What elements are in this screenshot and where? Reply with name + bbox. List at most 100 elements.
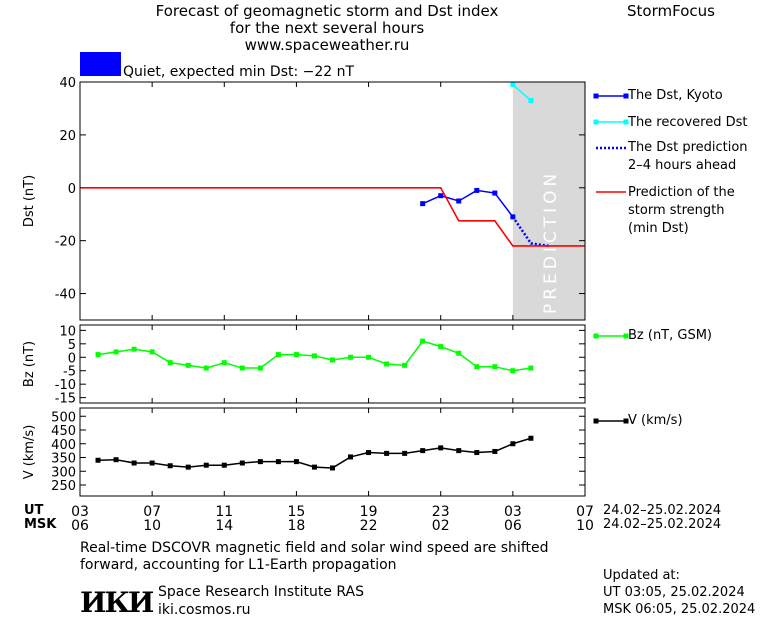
data-point bbox=[149, 460, 155, 466]
legend-symbol-v-marker bbox=[623, 418, 629, 424]
y-tick-label: -10 bbox=[55, 378, 76, 393]
legend-label-v: V (km/s) bbox=[628, 413, 683, 428]
plot-frame bbox=[79, 407, 586, 497]
data-point bbox=[528, 98, 534, 104]
legend-symbol-dst-recovered-marker bbox=[623, 119, 629, 125]
data-point bbox=[167, 463, 173, 469]
data-point bbox=[528, 365, 534, 371]
data-point bbox=[330, 357, 335, 363]
status-color-box bbox=[80, 52, 121, 76]
ut-tick-label: 19 bbox=[360, 504, 378, 520]
data-point bbox=[95, 352, 101, 358]
y-tick-label: 20 bbox=[59, 129, 76, 144]
data-point bbox=[510, 441, 516, 447]
chart-title-line1: Forecast of geomagnetic storm and Dst in… bbox=[155, 2, 499, 20]
series-line bbox=[512, 84, 532, 102]
legend-label-storm-2: storm strength bbox=[628, 203, 725, 218]
data-point bbox=[420, 448, 426, 454]
msk-date-range: 24.02–25.02.2024 bbox=[603, 517, 722, 532]
legend-label-bz: Bz (nT, GSM) bbox=[628, 328, 713, 343]
prediction-band-label: PREDICTION bbox=[541, 170, 561, 314]
iki-logo: ИКИ bbox=[80, 586, 154, 619]
data-point bbox=[131, 460, 137, 466]
data-point bbox=[330, 465, 335, 471]
msk-tick-label: 02 bbox=[432, 518, 450, 534]
data-point bbox=[275, 459, 281, 465]
data-point bbox=[510, 368, 516, 374]
legend-label-dst-prediction-2: 2–4 hours ahead bbox=[628, 158, 737, 173]
data-point bbox=[348, 354, 354, 360]
series-line bbox=[511, 216, 550, 248]
y-tick-label: 350 bbox=[51, 452, 76, 467]
data-point bbox=[113, 457, 119, 463]
data-point bbox=[420, 338, 426, 344]
y-tick-label: -40 bbox=[55, 288, 76, 303]
data-point bbox=[149, 349, 155, 355]
data-point bbox=[366, 450, 372, 456]
data-point bbox=[275, 352, 281, 358]
legend-symbol-bz-marker bbox=[593, 333, 599, 339]
data-point bbox=[456, 448, 462, 454]
y-tick-label: 0 bbox=[68, 351, 76, 366]
footer-note-line1: Real-time DSCOVR magnetic field and sola… bbox=[80, 540, 549, 556]
ut-tick-label: 03 bbox=[504, 504, 522, 520]
legend-symbol-dst-recovered-marker bbox=[593, 119, 599, 125]
data-point bbox=[239, 365, 245, 371]
data-point bbox=[438, 445, 444, 451]
legend-symbol-bz-marker bbox=[623, 333, 629, 339]
data-point bbox=[528, 435, 534, 441]
ut-date-range: 24.02–25.02.2024 bbox=[603, 503, 722, 518]
y-tick-label: -15 bbox=[55, 392, 76, 407]
msk-tick-label: 14 bbox=[215, 518, 233, 534]
data-point bbox=[257, 459, 263, 465]
data-point bbox=[420, 201, 426, 207]
y-tick-label: -20 bbox=[55, 235, 76, 250]
plot-frame bbox=[79, 81, 586, 321]
msk-tick-label: 10 bbox=[143, 518, 161, 534]
ut-tick-label: 11 bbox=[215, 504, 233, 520]
brand-name: StormFocus bbox=[627, 2, 715, 20]
legend-symbol-dst-kyoto-marker bbox=[593, 93, 599, 99]
data-point bbox=[167, 360, 173, 366]
y-axis-label: Dst (nT) bbox=[22, 175, 37, 227]
data-point bbox=[402, 362, 408, 368]
y-tick-label: -5 bbox=[63, 365, 76, 380]
data-point bbox=[474, 187, 480, 193]
legend-label-dst-prediction-1: The Dst prediction bbox=[628, 140, 748, 155]
legend-label-storm-1: Prediction of the bbox=[628, 185, 735, 200]
y-tick-label: 450 bbox=[51, 424, 76, 439]
data-point bbox=[492, 364, 498, 370]
ut-tick-label: 07 bbox=[143, 504, 161, 520]
data-point bbox=[510, 82, 516, 88]
data-point bbox=[293, 352, 299, 358]
data-point bbox=[221, 462, 227, 468]
y-tick-label: 500 bbox=[51, 410, 76, 425]
data-point bbox=[113, 349, 119, 355]
status-text: Quiet, expected min Dst: −22 nT bbox=[123, 64, 355, 80]
data-point bbox=[203, 462, 209, 468]
series-line bbox=[98, 437, 532, 469]
footer-note-line2: forward, accounting for L1-Earth propaga… bbox=[80, 557, 397, 573]
institute-name: Space Research Institute RAS bbox=[158, 584, 364, 600]
prediction-band bbox=[512, 82, 585, 320]
ut-tick-label: 03 bbox=[71, 504, 89, 520]
legend-symbol-dst-kyoto-marker bbox=[623, 93, 629, 99]
data-point bbox=[384, 361, 390, 367]
data-point bbox=[257, 365, 263, 371]
institute-url[interactable]: iki.cosmos.ru bbox=[158, 602, 251, 618]
data-point bbox=[131, 346, 137, 352]
chart-title-url: www.spaceweather.ru bbox=[244, 36, 410, 54]
data-point bbox=[185, 464, 191, 470]
data-point bbox=[474, 364, 480, 370]
y-axis-label: Bz (nT) bbox=[22, 341, 37, 387]
updated-ut: UT 03:05, 25.02.2024 bbox=[603, 585, 745, 600]
ut-tick-label: 07 bbox=[576, 504, 594, 520]
data-point bbox=[456, 350, 462, 356]
msk-axis-label: MSK bbox=[24, 517, 57, 532]
data-point bbox=[438, 193, 444, 199]
series-line bbox=[80, 186, 585, 247]
y-tick-label: 250 bbox=[51, 479, 76, 494]
legend-symbol-v-marker bbox=[593, 418, 599, 424]
y-tick-label: 5 bbox=[68, 338, 76, 353]
